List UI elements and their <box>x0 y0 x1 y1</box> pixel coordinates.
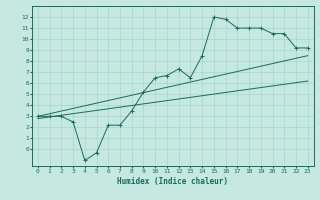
X-axis label: Humidex (Indice chaleur): Humidex (Indice chaleur) <box>117 177 228 186</box>
